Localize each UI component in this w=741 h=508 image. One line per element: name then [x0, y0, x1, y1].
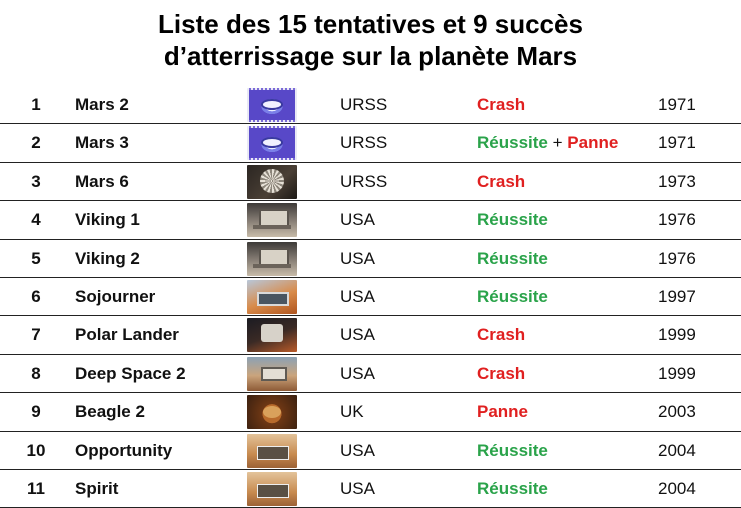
- country: USA: [340, 363, 375, 383]
- table-row: 4 Viking 1 USA Réussite 1976: [0, 201, 741, 240]
- country: URSS: [340, 133, 388, 153]
- country: USA: [340, 248, 375, 268]
- mission-name: Beagle 2: [75, 402, 145, 422]
- table-row: 7 Polar Lander USA Crash 1999: [0, 316, 741, 355]
- year: 1999: [658, 363, 696, 383]
- mission-thumbnail-image: [247, 318, 297, 353]
- landing-attempts-table: 1 Mars 2 URSS Crash 1971 2 Mars 3 URSS Réussite …: [0, 86, 741, 508]
- mission-thumbnail-image: [247, 203, 297, 238]
- row-number: 3: [31, 171, 41, 191]
- result-cell: Crash: [477, 86, 525, 123]
- mission-thumbnail-image: [247, 395, 297, 430]
- result-crash: Crash: [477, 363, 526, 383]
- mission-name: Deep Space 2: [75, 363, 186, 383]
- year: 1976: [658, 210, 696, 230]
- table-row: 8 Deep Space 2 USA Crash 1999: [0, 355, 741, 394]
- mission-thumbnail-image: [247, 164, 297, 199]
- row-number: 1: [31, 95, 41, 114]
- table-row: 10 Opportunity USA Réussite 2004: [0, 432, 741, 470]
- mission-thumbnail-image: [247, 433, 297, 468]
- result-cell: Crash: [477, 163, 525, 200]
- mission-name: Polar Lander: [75, 325, 179, 345]
- result-cell: Réussite: [477, 201, 548, 238]
- plus-separator: +: [552, 133, 563, 153]
- table-row: 3 Mars 6 URSS Crash 1973: [0, 163, 741, 202]
- year: 1997: [658, 286, 696, 306]
- mission-name: Viking 1: [75, 210, 140, 230]
- row-number: 10: [26, 440, 46, 460]
- result-failure: Panne: [567, 133, 619, 153]
- row-number: 9: [31, 402, 41, 422]
- year: 2003: [658, 402, 696, 422]
- country: USA: [340, 325, 375, 345]
- mission-thumbnail-image: [247, 471, 297, 506]
- mission-name: Mars 2: [75, 95, 129, 114]
- result-crash: Crash: [477, 325, 526, 345]
- table-row: 6 Sojourner USA Réussite 1997: [0, 278, 741, 317]
- year: 1971: [658, 95, 696, 114]
- row-number: 4: [31, 210, 41, 230]
- title-line-2: d’atterrissage sur la planète Mars: [163, 41, 578, 71]
- result-success: Réussite: [477, 248, 548, 268]
- year: 1973: [658, 171, 696, 191]
- mission-name: Sojourner: [75, 286, 156, 306]
- table-row: 2 Mars 3 URSS Réussite + Panne 1971: [0, 124, 741, 163]
- table-row: 5 Viking 2 USA Réussite 1976: [0, 240, 741, 278]
- year: 2004: [658, 478, 696, 498]
- country: USA: [340, 286, 375, 306]
- result-cell: Réussite: [477, 278, 548, 315]
- result-success: Réussite: [477, 210, 548, 230]
- row-number: 5: [31, 248, 41, 268]
- mission-name: Mars 6: [75, 171, 129, 191]
- page-title: Liste des 15 tentatives et 9 succès d’at…: [0, 8, 741, 72]
- year: 2004: [658, 440, 696, 460]
- mission-thumbnail-image: [247, 356, 297, 391]
- result-cell: Réussite: [477, 432, 548, 469]
- result-success: Réussite: [477, 286, 548, 306]
- year: 1971: [658, 133, 696, 153]
- result-cell: Panne: [477, 393, 528, 430]
- row-number: 7: [31, 325, 41, 345]
- result-cell: Réussite: [477, 240, 548, 277]
- mission-thumbnail-image: [247, 88, 297, 122]
- table-row: 9 Beagle 2 UK Panne 2003: [0, 393, 741, 432]
- mission-name: Opportunity: [75, 440, 173, 460]
- country: USA: [340, 440, 375, 460]
- row-number: 2: [31, 133, 41, 153]
- mission-thumbnail-image: [247, 279, 297, 314]
- mission-name: Viking 2: [75, 248, 140, 268]
- country: URSS: [340, 95, 388, 114]
- result-success: Réussite: [477, 440, 548, 460]
- result-failure: Panne: [477, 402, 529, 422]
- result-cell: Réussite + Panne: [477, 124, 618, 161]
- result-cell: Crash: [477, 355, 525, 392]
- result-success: Réussite: [477, 133, 548, 153]
- country: URSS: [340, 171, 388, 191]
- mission-thumbnail-image: [247, 241, 297, 276]
- mission-name: Mars 3: [75, 133, 129, 153]
- mission-thumbnail-image: [247, 126, 297, 161]
- result-cell: Réussite: [477, 470, 548, 507]
- country: USA: [340, 478, 375, 498]
- table-row: 1 Mars 2 URSS Crash 1971: [0, 86, 741, 125]
- year: 1976: [658, 248, 696, 268]
- result-success: Réussite: [477, 478, 548, 498]
- table-row: 11 Spirit USA Réussite 2004: [0, 470, 741, 508]
- mission-name: Spirit: [75, 478, 119, 498]
- row-number: 6: [31, 286, 41, 306]
- country: USA: [340, 210, 375, 230]
- result-cell: Crash: [477, 316, 525, 353]
- title-line-1: Liste des 15 tentatives et 9 succès: [158, 9, 583, 39]
- country: UK: [340, 402, 364, 422]
- row-number: 11: [27, 478, 45, 498]
- result-crash: Crash: [477, 171, 526, 191]
- row-number: 8: [31, 363, 41, 383]
- year: 1999: [658, 325, 696, 345]
- result-crash: Crash: [477, 95, 526, 114]
